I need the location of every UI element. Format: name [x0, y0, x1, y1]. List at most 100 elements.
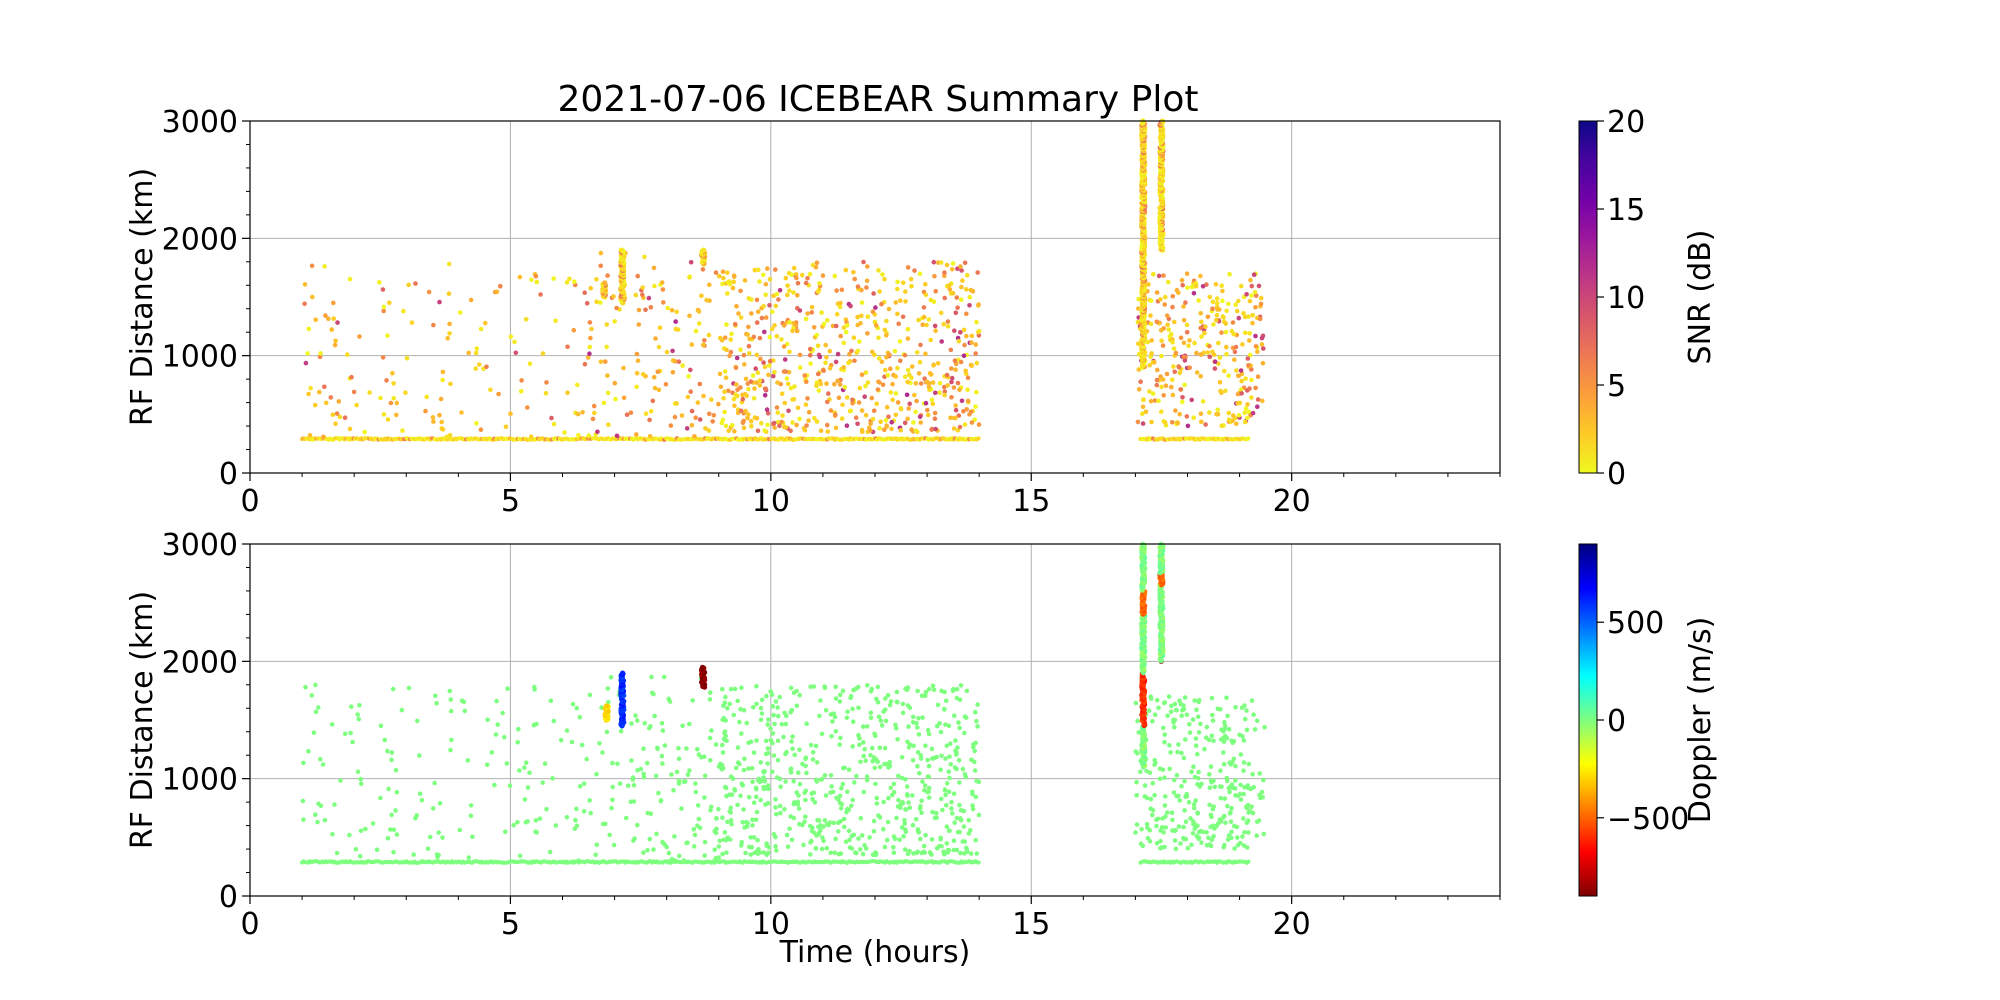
data-point: [457, 827, 463, 833]
data-point: [313, 709, 319, 715]
data-point: [419, 797, 425, 803]
data-point: [909, 375, 914, 381]
data-point: [865, 683, 870, 688]
data-point: [1199, 419, 1204, 425]
data-point: [1188, 816, 1193, 821]
data-point: [840, 402, 845, 408]
data-point: [413, 281, 418, 286]
data-point: [918, 381, 924, 386]
data-point: [938, 767, 943, 772]
data-point: [823, 708, 829, 713]
data-point: [438, 396, 444, 402]
data-point: [900, 799, 905, 805]
data-point: [687, 768, 692, 773]
data-point: [1221, 735, 1226, 741]
data-point: [888, 699, 894, 704]
data-point: [744, 720, 750, 726]
data-point: [1238, 387, 1244, 392]
data-point: [735, 387, 740, 393]
data-point: [1190, 831, 1196, 836]
data-point: [753, 366, 758, 371]
data-point: [1134, 793, 1139, 798]
data-point: [1172, 828, 1177, 834]
data-point: [620, 670, 626, 676]
data-point: [691, 827, 697, 832]
data-point: [773, 797, 778, 802]
data-point: [914, 350, 920, 355]
data-point: [885, 819, 891, 825]
data-point: [618, 728, 624, 734]
data-point: [809, 310, 815, 315]
data-point: [1196, 835, 1202, 840]
data-point: [889, 419, 894, 425]
data-point: [805, 396, 810, 401]
data-point: [651, 847, 656, 852]
data-point: [1196, 298, 1201, 303]
data-point: [962, 422, 968, 427]
data-point: [794, 328, 800, 334]
data-point: [823, 342, 828, 348]
data-point: [976, 860, 981, 865]
data-point: [754, 352, 760, 358]
data-point: [973, 342, 979, 347]
data-point: [797, 416, 802, 422]
data-point: [770, 740, 775, 746]
data-point: [775, 738, 781, 744]
data-point: [1215, 307, 1220, 312]
data-point: [1198, 721, 1203, 727]
data-point: [775, 410, 781, 415]
data-point: [1219, 727, 1224, 732]
data-point: [1239, 378, 1244, 384]
data-point: [302, 301, 307, 307]
data-point: [950, 290, 956, 296]
data-point: [468, 297, 474, 303]
data-point: [923, 689, 929, 695]
data-point: [582, 361, 588, 367]
data-point: [788, 385, 794, 391]
data-point: [839, 802, 845, 807]
data-point: [1135, 419, 1141, 425]
data-point: [973, 794, 979, 800]
data-point: [1243, 406, 1249, 411]
data-point: [1154, 382, 1160, 388]
data-point: [317, 389, 322, 395]
data-point: [1245, 415, 1250, 421]
data-point: [773, 267, 778, 272]
data-point: [533, 829, 538, 834]
data-point: [549, 415, 554, 421]
data-point: [391, 849, 396, 855]
data-point: [716, 806, 721, 812]
data-point: [797, 781, 803, 787]
y-tick-label: 1000: [162, 763, 238, 798]
data-point: [860, 724, 866, 729]
data-point: [417, 753, 422, 758]
data-point: [945, 319, 951, 324]
data-point: [1171, 790, 1177, 795]
data-point: [635, 718, 640, 723]
data-point: [1187, 338, 1192, 343]
data-point: [1187, 722, 1192, 727]
data-point: [672, 858, 678, 863]
data-point: [839, 287, 845, 293]
data-point: [924, 379, 930, 385]
data-point: [963, 715, 969, 720]
data-point: [896, 797, 901, 803]
data-point: [1232, 349, 1238, 355]
data-point: [802, 790, 807, 795]
data-point: [970, 803, 975, 808]
data-point: [822, 685, 828, 691]
data-point: [610, 784, 615, 790]
data-point: [790, 328, 795, 334]
data-point: [720, 269, 726, 275]
data-point: [1252, 727, 1258, 732]
data-point: [732, 686, 738, 692]
data-point: [895, 804, 901, 809]
data-point: [943, 722, 948, 727]
data-point: [857, 847, 863, 852]
data-point: [706, 411, 712, 417]
data-point: [789, 837, 795, 843]
data-point: [1178, 387, 1183, 392]
data-point: [495, 722, 501, 727]
